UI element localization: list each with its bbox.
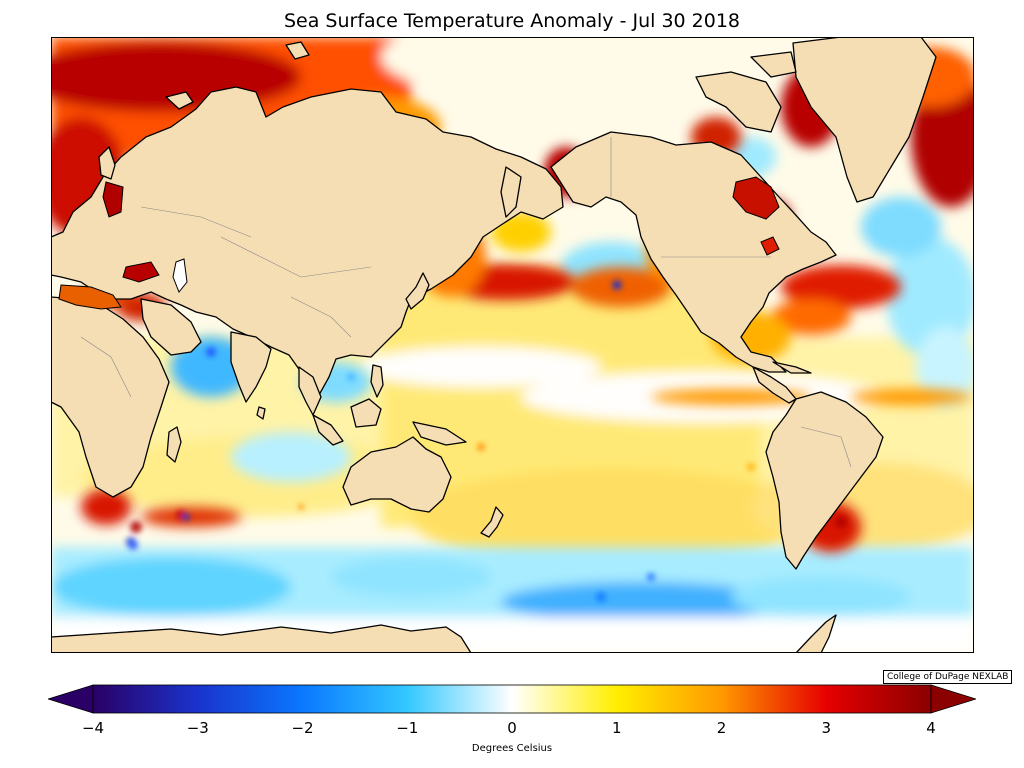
philippines bbox=[370, 364, 384, 398]
colorbar-tick-label: 3 bbox=[821, 719, 832, 737]
new-guinea bbox=[412, 421, 467, 446]
sst-anomaly-map: College of DuPage NEXLAB bbox=[51, 37, 1013, 684]
ellesmere-island bbox=[750, 51, 797, 78]
greenland bbox=[792, 37, 937, 203]
colorbar-tick-label: 0 bbox=[507, 719, 517, 737]
kamchatka bbox=[500, 166, 522, 218]
colorbar-min-extend bbox=[46, 684, 94, 714]
colorbar-tick-label: −4 bbox=[81, 719, 105, 737]
inland-water bbox=[58, 176, 780, 310]
svalbard bbox=[285, 41, 310, 60]
borneo bbox=[350, 398, 382, 428]
colorbar bbox=[46, 683, 978, 715]
baffin-island bbox=[695, 71, 782, 133]
mediterranean bbox=[58, 284, 122, 310]
madagascar bbox=[166, 426, 182, 463]
sri-lanka bbox=[256, 406, 266, 420]
colorbar-max-extend bbox=[930, 684, 978, 714]
south-america bbox=[765, 391, 884, 570]
colorbar-tick-label: 2 bbox=[716, 719, 727, 737]
eurasia bbox=[51, 86, 564, 396]
australia bbox=[342, 436, 452, 513]
caspian-sea bbox=[172, 258, 188, 293]
map-title: Sea Surface Temperature Anomaly - Jul 30… bbox=[283, 10, 741, 32]
colorbar-tick-label: −2 bbox=[291, 719, 314, 737]
antarctic-peninsula bbox=[795, 614, 837, 653]
colorbar-tick-label: 4 bbox=[926, 719, 936, 737]
colorbar-label: Degrees Celsius bbox=[471, 743, 553, 754]
colorbar-gradient bbox=[92, 684, 932, 714]
baltic-sea bbox=[102, 181, 124, 218]
arabian-peninsula bbox=[140, 298, 202, 356]
sumatra bbox=[312, 414, 344, 446]
hudson-bay bbox=[732, 176, 780, 220]
credit-label: College of DuPage NEXLAB bbox=[883, 670, 1013, 684]
central-america bbox=[752, 366, 797, 404]
colorbar-tick-label: −1 bbox=[396, 719, 419, 737]
colorbar-tick-label: 1 bbox=[611, 719, 622, 737]
antarctica bbox=[51, 624, 472, 653]
india bbox=[230, 331, 272, 403]
africa bbox=[51, 296, 170, 498]
political-borders bbox=[80, 137, 852, 468]
great-lakes bbox=[760, 236, 780, 256]
map-border bbox=[51, 37, 974, 653]
cuba bbox=[772, 361, 812, 374]
great-britain bbox=[98, 146, 116, 180]
colorbar-tick-label: −3 bbox=[186, 719, 209, 737]
black-sea bbox=[122, 261, 160, 283]
new-zealand bbox=[480, 506, 504, 538]
japan bbox=[405, 272, 430, 310]
iceland bbox=[165, 91, 194, 110]
